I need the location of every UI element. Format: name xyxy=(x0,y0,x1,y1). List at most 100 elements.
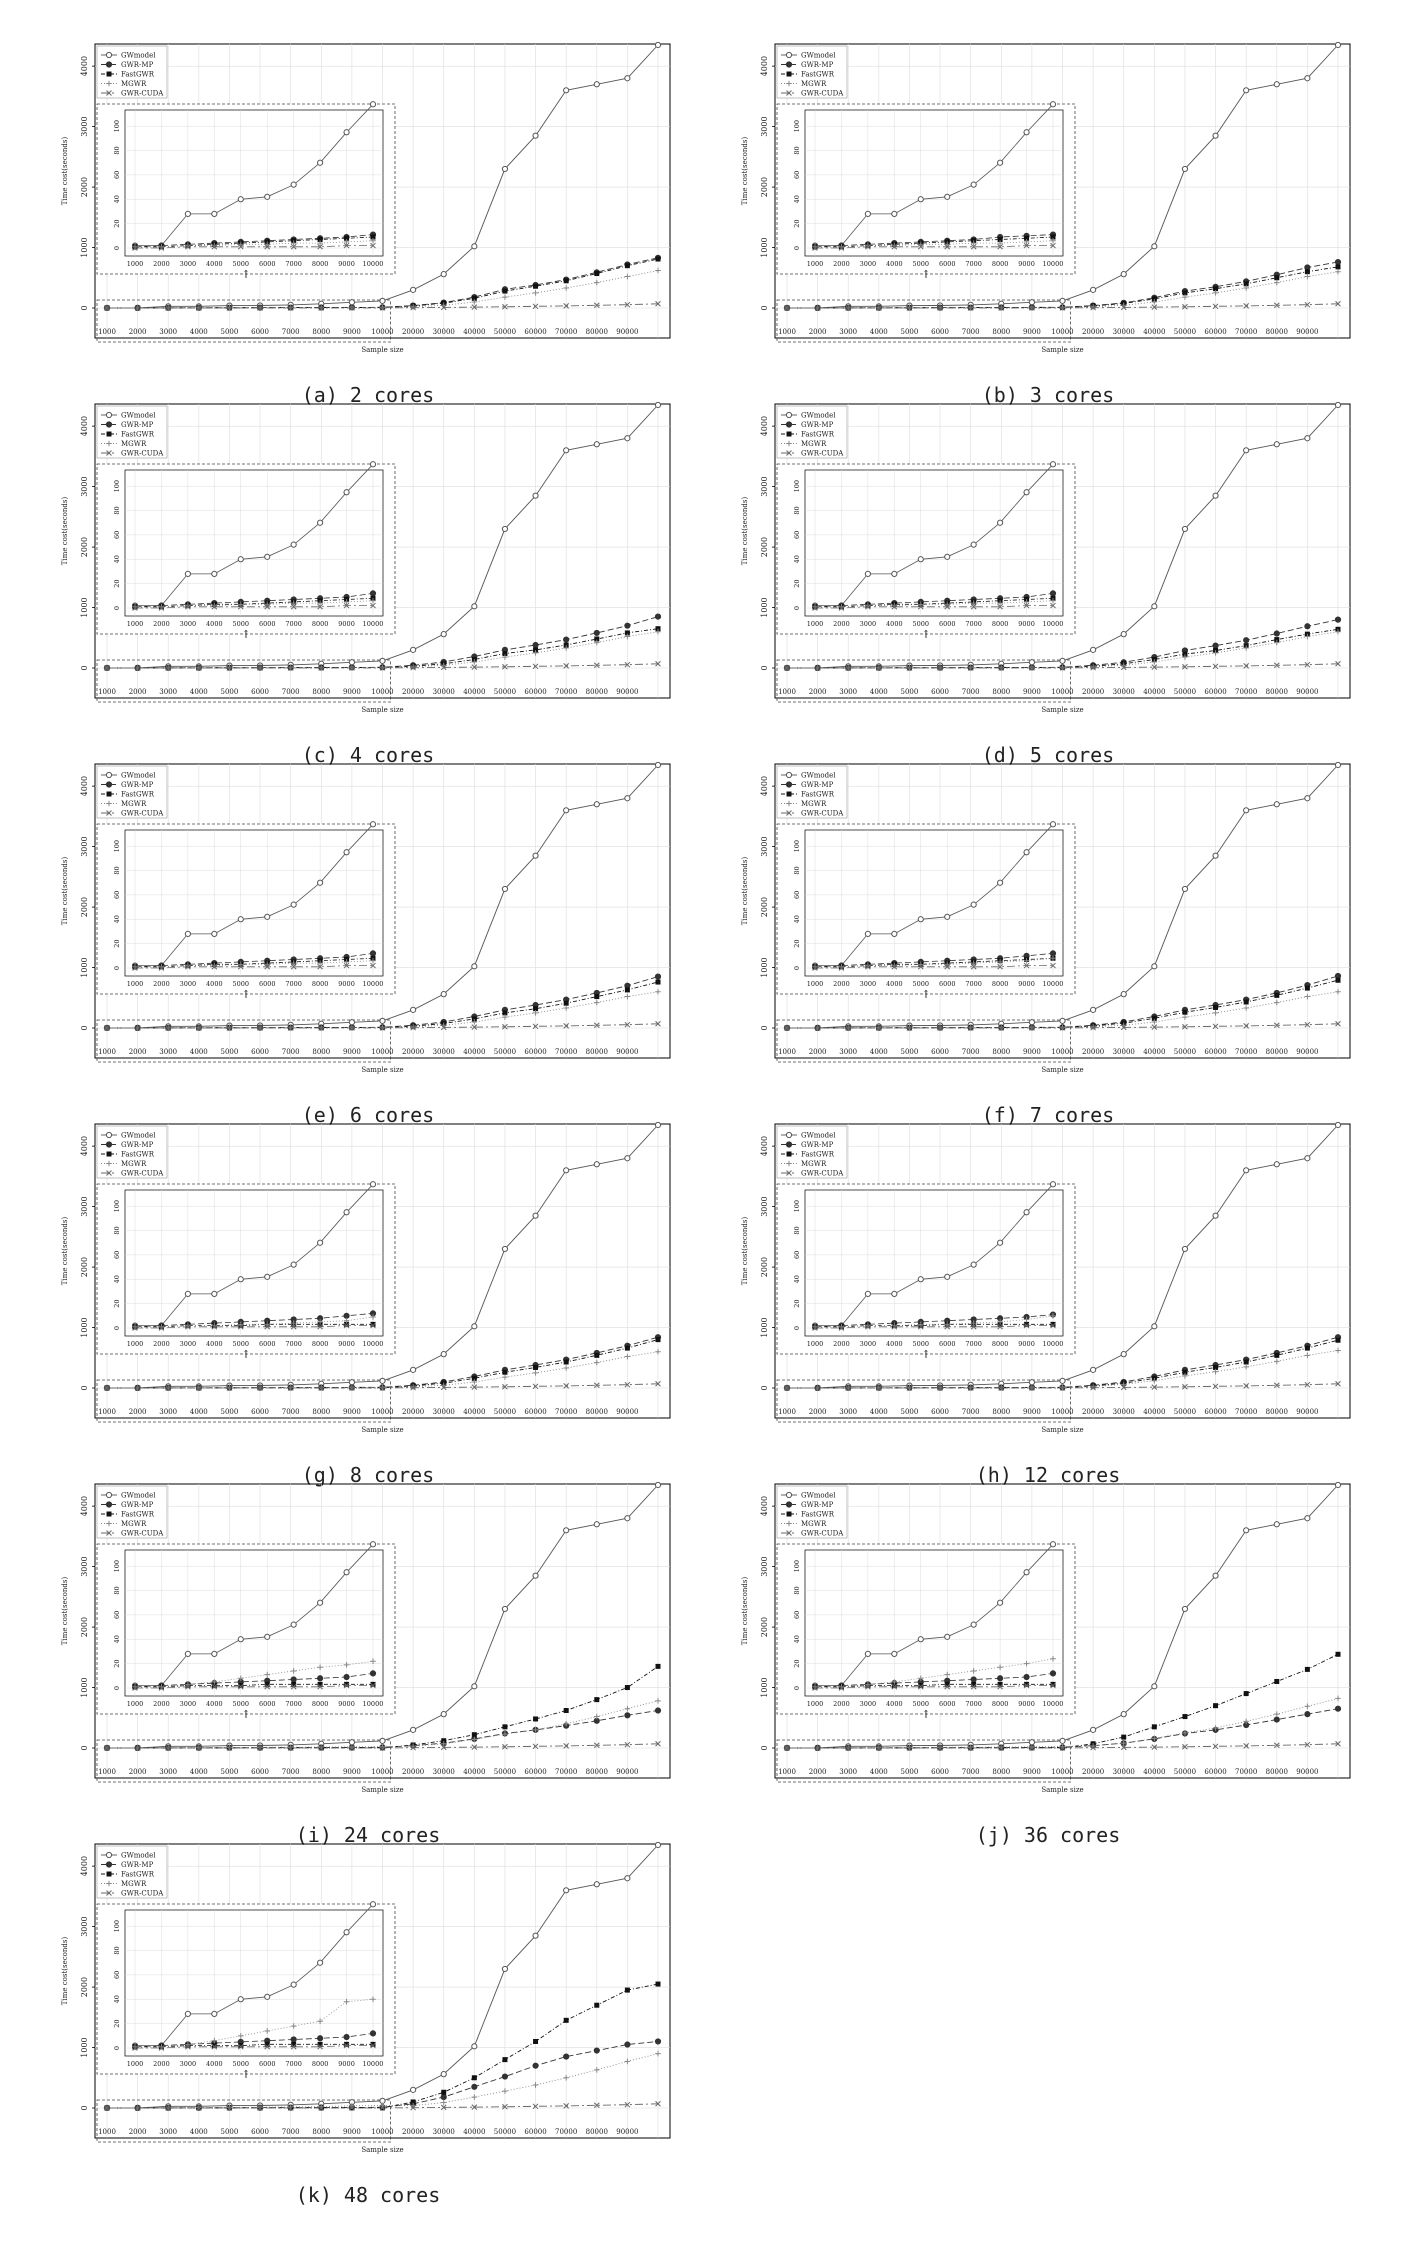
x-tick-label: 5000 xyxy=(221,328,239,336)
x-axis-label: Sample size xyxy=(361,2146,403,2154)
legend-marker xyxy=(105,1501,113,1508)
inset-data-point xyxy=(864,210,871,217)
data-point xyxy=(533,647,539,653)
data-point xyxy=(1151,1384,1158,1390)
inset-series-line xyxy=(135,240,374,248)
inset-x-tick-label: 9000 xyxy=(1018,980,1035,988)
data-point xyxy=(1334,1481,1342,1489)
data-point xyxy=(593,662,600,669)
inset-data-point xyxy=(1023,1209,1030,1216)
y-axis-label: Time cost(seconds) xyxy=(741,497,749,566)
x-tick-label: 90000 xyxy=(616,328,638,336)
inset-series-line xyxy=(815,1544,1054,1687)
inset-x-tick-label: 10000 xyxy=(363,2060,384,2068)
data-point xyxy=(502,654,508,660)
data-point xyxy=(937,1385,943,1391)
inset-data-point xyxy=(917,603,924,610)
inset-chart: 1000 2000 3000 4000 5000 6000 7000 8000 9000 1000… xyxy=(96,1181,396,1361)
data-point xyxy=(471,664,478,670)
panel-caption: (g) 8 cores xyxy=(301,1463,435,1487)
x-tick-label: 6000 xyxy=(251,688,269,696)
data-point xyxy=(624,1515,631,1522)
y-tick-label: 2000 xyxy=(760,1257,769,1277)
y-tick-label: 0 xyxy=(760,305,769,310)
inset-data-point xyxy=(290,1981,297,1988)
inset-chart: 1000 2000 3000 4000 5000 6000 7000 8000 9000 1000… xyxy=(96,1901,396,2081)
data-point xyxy=(349,1744,355,1750)
inset-data-point xyxy=(1049,101,1057,108)
inset-x-tick-label: 4000 xyxy=(206,1340,223,1348)
inset-data-point xyxy=(970,243,977,250)
inset-data-point xyxy=(344,2041,350,2047)
inset-data-point xyxy=(211,1679,218,1685)
inset-data-point xyxy=(264,1323,271,1330)
data-point xyxy=(1090,663,1096,670)
series-gwr-cuda xyxy=(104,1380,661,1391)
data-point xyxy=(1151,1683,1158,1690)
inset-arrow: ↑ xyxy=(241,628,250,641)
inset-data-point xyxy=(1050,602,1056,609)
data-point xyxy=(287,2104,294,2110)
y-axis-label: Time cost(seconds) xyxy=(61,497,69,566)
data-point xyxy=(1151,963,1158,970)
data-point xyxy=(410,303,416,310)
data-point xyxy=(1335,1380,1341,1387)
inset-data-point xyxy=(317,1683,323,1690)
y-tick-label: 1000 xyxy=(760,237,769,257)
data-point xyxy=(624,1685,630,1691)
legend-label: FastGWR xyxy=(121,1511,155,1519)
x-tick-label: 80000 xyxy=(586,1768,608,1776)
inset-x-tick-label: 9000 xyxy=(338,1340,355,1348)
inset-data-point xyxy=(917,1276,924,1283)
data-point xyxy=(655,1981,661,1987)
data-point xyxy=(257,2104,263,2110)
inset-data-point xyxy=(891,1290,898,1297)
inset-data-point xyxy=(917,1636,924,1643)
inset-data-point xyxy=(370,962,376,969)
inset-x-tick-label: 6000 xyxy=(939,620,956,628)
series-mgwr xyxy=(104,1698,661,1751)
inset-y-tick-label: 60 xyxy=(113,1251,121,1259)
data-point xyxy=(1182,1369,1188,1375)
x-tick-label: 3000 xyxy=(839,1408,857,1416)
inset-x-tick-label: 3000 xyxy=(180,620,197,628)
inset-data-point xyxy=(997,600,1003,606)
x-tick-label: 50000 xyxy=(1174,1768,1196,1776)
inset-data-point xyxy=(264,1683,271,1690)
data-point xyxy=(348,299,355,306)
data-point xyxy=(440,2094,447,2101)
inset-data-point xyxy=(343,962,350,969)
inset-data-point xyxy=(1050,1655,1056,1662)
inset-data-point xyxy=(1024,235,1030,241)
data-point xyxy=(1028,1379,1035,1386)
data-point xyxy=(655,628,661,635)
y-tick-label: 2000 xyxy=(80,177,89,197)
x-tick-label: 90000 xyxy=(1296,1048,1318,1056)
x-tick-label: 50000 xyxy=(494,328,516,336)
inset-data-point xyxy=(970,1261,977,1268)
data-point xyxy=(593,639,600,646)
inset-data-point xyxy=(317,963,323,970)
inset-data-point xyxy=(343,489,350,496)
data-point xyxy=(654,1121,662,1129)
x-tick-label: 4000 xyxy=(870,1408,888,1416)
legend-label: MGWR xyxy=(121,1520,147,1528)
x-tick-label: 4000 xyxy=(870,1048,888,1056)
inset-x-tick-label: 5000 xyxy=(233,260,250,268)
inset-data-point xyxy=(184,1290,191,1297)
x-tick-label: 50000 xyxy=(494,688,516,696)
data-point xyxy=(533,283,539,289)
data-point xyxy=(1028,1019,1035,1026)
legend-label: GWR-MP xyxy=(801,1501,834,1509)
inset-data-point xyxy=(1049,1181,1057,1188)
inset-data-point xyxy=(1050,1682,1056,1689)
y-tick-label: 2000 xyxy=(80,1617,89,1637)
inset-x-tick-label: 2000 xyxy=(153,620,170,628)
inset-data-point xyxy=(343,2033,350,2041)
legend-marker xyxy=(786,71,792,77)
inset-data-point xyxy=(838,965,845,971)
inset-y-tick-label: 0 xyxy=(113,1686,121,1690)
data-point xyxy=(379,1377,386,1384)
